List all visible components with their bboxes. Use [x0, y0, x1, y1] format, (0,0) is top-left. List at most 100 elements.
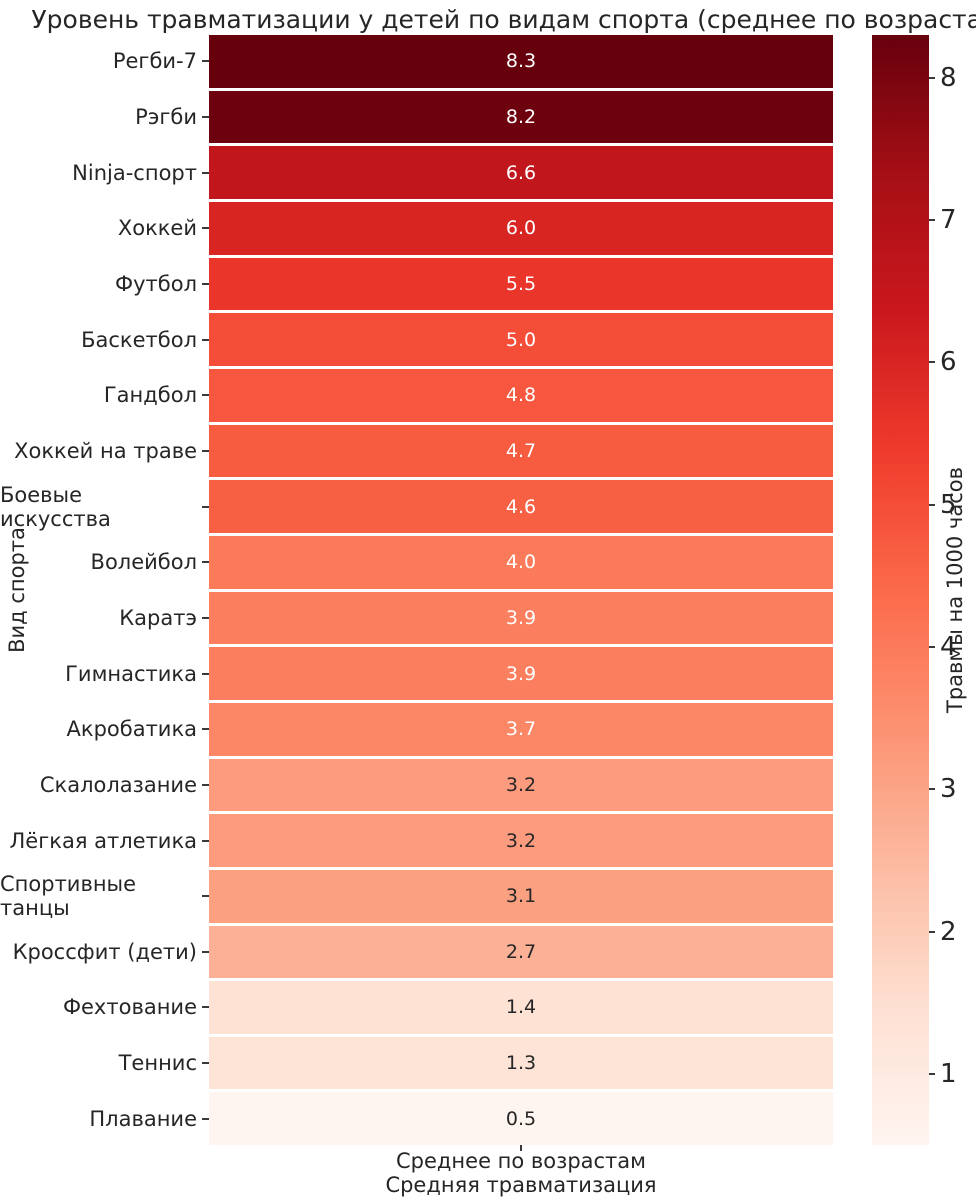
cell-value: 1.3 — [505, 1052, 537, 1075]
heatmap-cell: 1.4 — [209, 981, 833, 1034]
colorbar-tick-label: 6 — [940, 347, 957, 377]
y-tick-label: Баскетбол — [81, 327, 197, 352]
y-tick-label: Ninja-спорт — [72, 160, 197, 185]
y-tick: Акробатика — [0, 703, 209, 756]
colorbar-tick: 7 — [929, 205, 957, 235]
cell-value: 4.8 — [505, 384, 537, 407]
y-tick-label: Теннис — [118, 1051, 197, 1076]
tick-mark — [929, 219, 935, 221]
heatmap-grid: 8.3 8.2 6.6 6.0 5.5 5.0 4.8 4.7 4.6 4.0 … — [209, 35, 833, 1146]
tick-mark — [202, 171, 209, 174]
heatmap-cell: 8.2 — [209, 90, 833, 144]
tick-mark — [202, 839, 209, 842]
y-tick-label: Гандбол — [103, 383, 197, 408]
cell-value: 3.1 — [505, 885, 537, 908]
y-tick: Футбол — [0, 258, 209, 311]
cell-value: 3.7 — [505, 718, 537, 741]
colorbar-label: Травмы на 1000 часов — [943, 467, 967, 713]
y-tick-label: Рэгби — [135, 104, 197, 129]
tick-mark — [202, 616, 209, 619]
colorbar-tick: 6 — [929, 347, 957, 377]
heatmap-cell: 5.5 — [209, 257, 833, 311]
heatmap-cell: 3.9 — [209, 591, 833, 645]
colorbar-tick-label: 8 — [940, 63, 957, 93]
tick-mark — [929, 646, 935, 648]
y-tick: Лёгкая атлетика — [0, 814, 209, 867]
tick-mark — [202, 783, 209, 786]
y-tick: Спортивные танцы — [0, 870, 209, 923]
tick-mark — [929, 788, 935, 790]
cell-value: 2.7 — [505, 940, 537, 963]
cell-value: 1.4 — [505, 996, 537, 1019]
cell-value: 6.0 — [505, 217, 537, 240]
y-tick: Волейбол — [0, 536, 209, 589]
y-tick: Ninja-спорт — [0, 146, 209, 199]
y-tick-label: Лёгкая атлетика — [9, 828, 197, 853]
colorbar-tick: 3 — [929, 774, 957, 804]
y-tick-labels: Регби-7 Рэгби Ninja-спорт Хоккей Футбол … — [0, 35, 209, 1145]
heatmap-cell: 4.0 — [209, 535, 833, 589]
y-tick: Рэгби — [0, 91, 209, 144]
tick-mark — [202, 1006, 209, 1009]
heatmap-cell: 3.2 — [209, 814, 833, 867]
heatmap-cell: 0.5 — [209, 1092, 833, 1146]
heatmap-cell: 4.6 — [209, 480, 833, 533]
y-tick-label: Гимнастика — [65, 661, 197, 686]
cell-value: 4.0 — [505, 551, 537, 574]
tick-mark — [929, 77, 935, 79]
tick-mark — [929, 361, 935, 363]
heatmap-cell: 8.3 — [209, 35, 833, 88]
y-tick: Гимнастика — [0, 647, 209, 700]
tick-mark — [202, 227, 209, 230]
heatmap-cell: 3.9 — [209, 647, 833, 700]
x-tick-mark — [520, 1145, 522, 1151]
cell-value: 0.5 — [505, 1107, 537, 1130]
heatmap-cell: 6.6 — [209, 146, 833, 199]
tick-mark — [202, 1062, 209, 1065]
tick-mark — [202, 895, 209, 898]
heatmap-cell: 3.7 — [209, 702, 833, 756]
heatmap-cell: 2.7 — [209, 925, 833, 979]
x-tick-label: Среднее по возрастам — [395, 1149, 647, 1173]
cell-value: 4.7 — [505, 439, 537, 462]
y-tick: Каратэ — [0, 592, 209, 645]
y-tick: Плавание — [0, 1092, 209, 1145]
tick-mark — [202, 1117, 209, 1120]
colorbar-tick: 4 — [929, 632, 957, 662]
cell-value: 3.9 — [505, 662, 537, 685]
y-tick-label: Каратэ — [119, 605, 197, 630]
y-tick-label: Боевые искусства — [0, 482, 111, 531]
cell-value: 5.0 — [505, 328, 537, 351]
y-tick-label: Футбол — [115, 271, 197, 296]
heatmap-cell: 4.7 — [209, 424, 833, 478]
cell-value: 8.3 — [505, 50, 537, 73]
chart-title: Уровень травматизации у детей по видам с… — [31, 5, 976, 34]
y-tick: Кроссфит (дети) — [0, 926, 209, 979]
colorbar-tick: 2 — [929, 917, 957, 947]
heatmap-cell: 6.0 — [209, 201, 833, 255]
heatmap-cell: 3.2 — [209, 758, 833, 812]
y-tick: Фехтование — [0, 981, 209, 1034]
cell-value: 6.6 — [505, 161, 537, 184]
colorbar — [872, 35, 929, 1145]
cell-value: 3.2 — [505, 829, 537, 852]
tick-mark — [929, 931, 935, 933]
y-tick: Боевые искусства — [0, 480, 209, 533]
y-tick: Регби-7 — [0, 35, 209, 88]
tick-mark — [202, 561, 209, 564]
colorbar-tick-label: 4 — [940, 632, 957, 662]
cell-value: 5.5 — [505, 272, 537, 295]
tick-mark — [202, 728, 209, 731]
cell-value: 4.6 — [505, 495, 537, 518]
heatmap-cell: 5.0 — [209, 313, 833, 366]
tick-mark — [202, 449, 209, 452]
colorbar-tick-label: 3 — [940, 774, 957, 804]
tick-mark — [929, 504, 935, 506]
heatmap-cell: 1.3 — [209, 1036, 833, 1090]
colorbar-tick: 5 — [929, 490, 957, 520]
y-tick-label: Акробатика — [66, 717, 197, 742]
tick-mark — [202, 338, 209, 341]
y-tick-label: Спортивные танцы — [0, 872, 137, 921]
cell-value: 3.2 — [505, 773, 537, 796]
